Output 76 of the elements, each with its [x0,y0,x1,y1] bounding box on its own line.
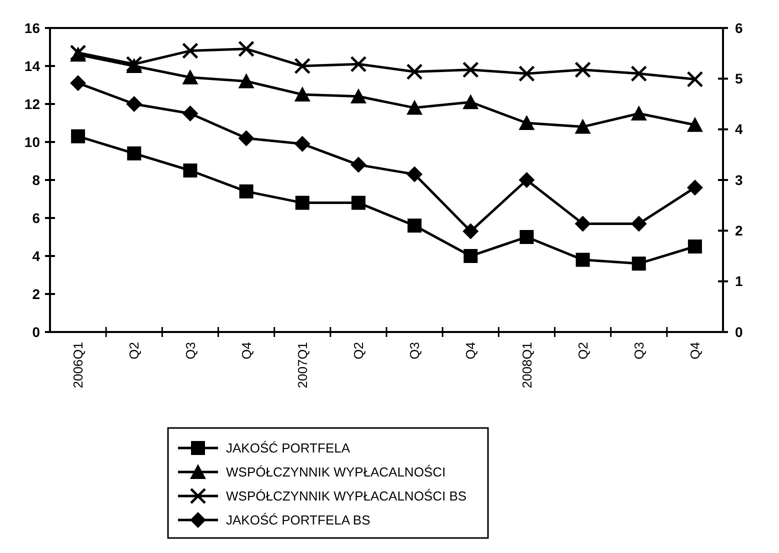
point [630,216,647,232]
point [406,63,423,80]
x-tick-label: Q3 [182,342,198,360]
x-tick-label: 2008Q1 [519,342,534,388]
point [182,69,198,84]
point [238,73,254,88]
point [630,106,647,120]
point [182,106,198,122]
point [630,65,648,82]
point [294,58,311,74]
point [350,88,366,104]
point [518,115,535,130]
point [350,56,367,72]
point [574,216,591,232]
x-tick-label: Q2 [126,342,142,360]
x-tick-label: 2006Q1 [70,342,86,388]
y-tick-label: 6 [32,210,40,226]
legend-label: WSPÓŁCZYNNIK WYPŁACALNOŚCI BS [226,488,467,504]
point [294,86,310,102]
y2-tick-label: 4 [735,121,743,138]
point [183,164,198,178]
point [70,75,86,92]
point [520,230,534,244]
x-tick-label: 2007Q1 [294,342,310,388]
point [464,249,478,263]
y2-tick-label: 6 [735,20,743,36]
point [295,196,310,210]
y2-tick-label: 3 [735,172,743,188]
point [71,129,86,144]
point [127,146,142,160]
y-tick-label: 4 [32,248,40,264]
point [462,223,479,240]
y-tick-label: 16 [24,20,40,36]
point [294,136,310,152]
point [182,42,198,60]
y-tick-label: 0 [32,324,40,340]
point [576,252,590,267]
y-tick-label: 10 [24,134,40,150]
point [408,218,422,233]
point [518,65,535,82]
x-tick-label: Q4 [688,342,703,360]
y2-tick-label: 0 [735,324,743,340]
point [351,196,366,210]
point [686,71,704,88]
y2-tick-label: 5 [735,70,743,87]
x-tick-label: Q3 [631,342,646,360]
y2-tick-label: 1 [735,273,743,290]
x-tick-label: Q2 [575,342,590,360]
legend-label: WSPÓŁCZYNNIK WYPŁACALNOŚCI [226,464,446,480]
point [238,40,255,58]
y-tick-label: 8 [32,172,40,188]
y-tick-label: 2 [32,286,40,302]
point [406,100,423,115]
x-tick-label: Q4 [463,342,478,360]
point [462,62,479,78]
point [406,166,423,182]
x-tick-label: Q4 [238,342,254,360]
point [686,116,703,132]
x-tick-label: Q2 [351,342,366,360]
point [239,184,254,198]
legend-label: JAKOŚĆ PORTFELA BS [226,512,371,528]
y2-tick-label: 2 [735,222,743,239]
y-tick-label: 14 [24,58,40,74]
point [688,240,702,254]
point [350,156,366,173]
point [632,256,646,271]
point [574,62,592,78]
y-tick-label: 12 [24,96,40,112]
point [686,180,703,196]
point [126,96,142,112]
point [462,94,479,110]
point [518,172,535,188]
x-tick-label: Q3 [407,342,422,360]
point [238,130,254,146]
point [574,118,591,134]
legend-label: JAKOŚĆ PORTFELA [226,440,350,456]
